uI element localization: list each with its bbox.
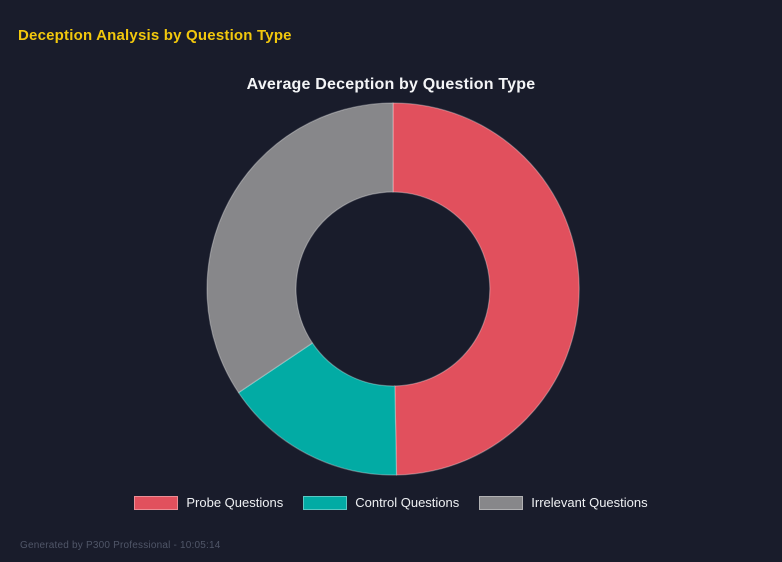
legend-label: Control Questions <box>355 495 460 510</box>
legend-swatch-probe-questions <box>134 496 179 510</box>
legend-label: Probe Questions <box>186 495 284 510</box>
chart-title: Average Deception by Question Type <box>246 76 536 93</box>
legend-item-control-questions[interactable]: Control Questions <box>303 496 459 510</box>
legend-item-probe-questions[interactable]: Probe Questions <box>134 496 283 510</box>
donut-segment-irrelevant-questions[interactable] <box>206 102 394 394</box>
chart-legend: Probe Questions Control Questions Irreleva… <box>0 496 782 510</box>
legend-swatch-control-questions <box>303 496 348 510</box>
legend-item-irrelevant-questions[interactable]: Irrelevant Questions <box>479 495 648 510</box>
donut-segment-control-questions[interactable] <box>237 342 398 476</box>
legend-label: Irrelevant Questions <box>531 495 648 510</box>
legend-swatch-irrelevant-questions <box>479 496 524 510</box>
page-title: Deception Analysis by Question Type <box>18 27 292 44</box>
footer-text: Generated by P300 Professional - 10:05:1… <box>20 540 221 551</box>
donut-segment-probe-questions[interactable] <box>392 102 580 476</box>
